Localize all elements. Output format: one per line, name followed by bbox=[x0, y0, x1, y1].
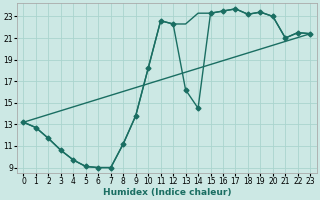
X-axis label: Humidex (Indice chaleur): Humidex (Indice chaleur) bbox=[103, 188, 231, 197]
